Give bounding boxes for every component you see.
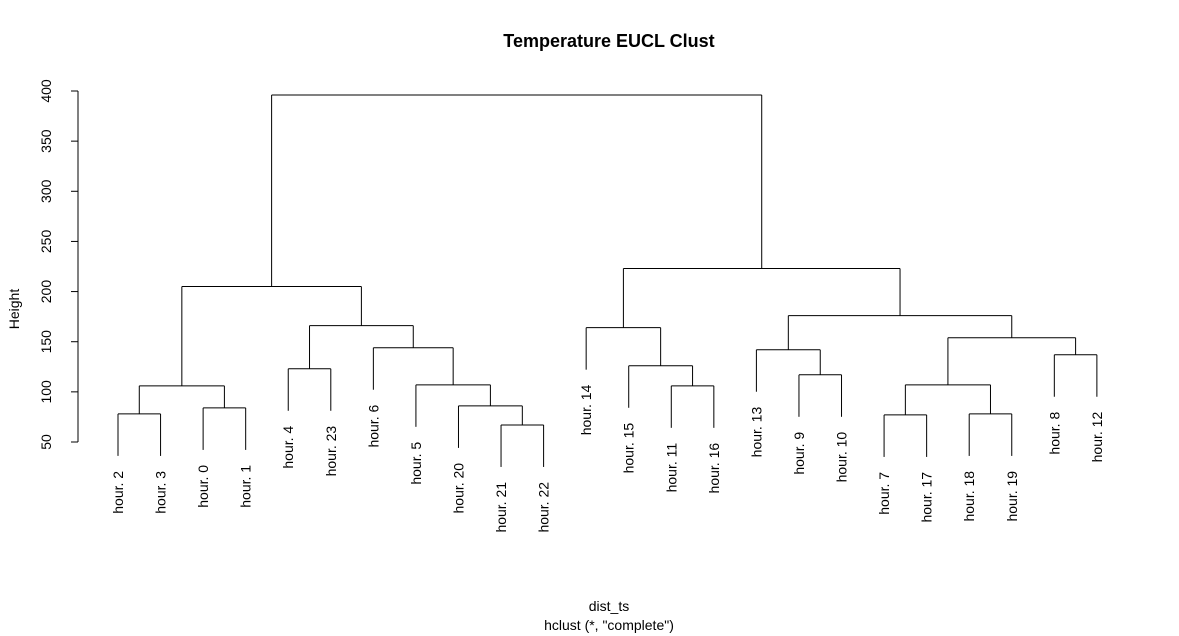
leaf-label: hour. 14 [578, 384, 594, 435]
leaf-label: hour. 4 [280, 426, 296, 469]
leaf-label: hour. 10 [834, 432, 850, 483]
leaf-label: hour. 21 [493, 482, 509, 533]
leaf-label: hour. 15 [621, 423, 637, 474]
y-tick-label: 50 [38, 434, 54, 450]
y-tick-label: 200 [38, 280, 54, 304]
chart-title: Temperature EUCL Clust [503, 31, 714, 51]
dendrogram-tree [117, 94, 1098, 467]
method-sublabel: hclust (*, "complete") [544, 617, 674, 633]
leaf-label: hour. 1 [238, 465, 254, 508]
leaf-label: hour. 13 [748, 407, 764, 458]
y-axis-label: Height [6, 289, 22, 330]
leaf-label: hour. 0 [195, 465, 211, 508]
y-tick-label: 400 [38, 79, 54, 103]
leaf-label: hour. 12 [1089, 412, 1105, 463]
y-axis: 50 100 150 200 250 300 350 400 [38, 79, 79, 450]
x-axis-label: dist_ts [589, 598, 629, 614]
y-tick-label: 350 [38, 129, 54, 153]
leaf-label: hour. 7 [876, 472, 892, 515]
leaf-label: hour. 19 [1004, 471, 1020, 522]
y-tick-label: 150 [38, 330, 54, 354]
y-tick-label: 300 [38, 179, 54, 203]
leaf-label: hour. 11 [663, 443, 679, 493]
leaf-label: hour. 20 [450, 463, 466, 514]
leaf-labels: hour. 2 hour. 3 hour. 0 hour. 1 hour. 4 hour.… [110, 384, 1105, 532]
y-tick-label: 100 [38, 380, 54, 404]
leaf-label: hour. 5 [408, 442, 424, 485]
leaf-label: hour. 6 [365, 405, 381, 448]
leaf-label: hour. 2 [110, 471, 126, 514]
leaf-label: hour. 17 [919, 472, 935, 523]
leaf-label: hour. 23 [323, 426, 339, 477]
leaf-label: hour. 8 [1046, 412, 1062, 455]
leaf-label: hour. 22 [536, 482, 552, 533]
leaf-label: hour. 9 [791, 432, 807, 475]
y-tick-label: 250 [38, 230, 54, 254]
leaf-label: hour. 3 [153, 471, 169, 514]
leaf-label: hour. 16 [706, 443, 722, 494]
leaf-label: hour. 18 [961, 471, 977, 522]
